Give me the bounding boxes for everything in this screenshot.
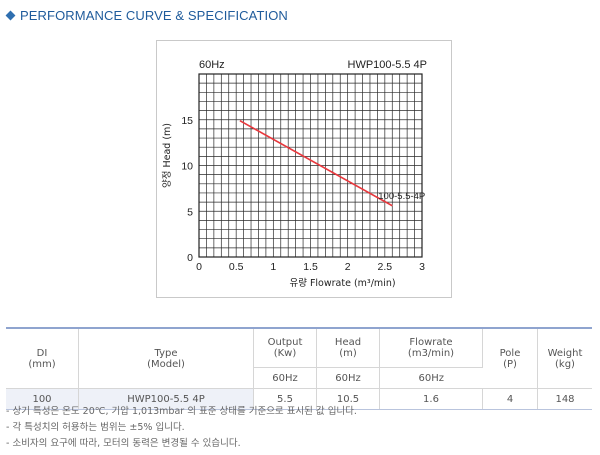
x-tick-label: 3 [419, 261, 425, 273]
y-axis-label: 양정 Head (m) [162, 123, 173, 188]
header-di-unit: (mm) [28, 358, 56, 370]
performance-chart-svg: 0 0.5 1 1.5 2 2.5 3 0 5 10 15 60Hz HWP100-5.5 4P 1… [162, 59, 427, 289]
x-tick-label: 1 [270, 261, 276, 273]
subheader-head-freq: 60Hz [316, 367, 380, 389]
section-title-text: PERFORMANCE CURVE & SPECIFICATION [20, 7, 288, 23]
chart-frequency-label: 60Hz [199, 59, 225, 71]
cell-type: HWP100-5.5 4P [78, 388, 254, 410]
header-di-name: DI [36, 347, 48, 359]
performance-curve-line [239, 119, 393, 207]
table-row: 100 HWP100-5.5 4P 5.5 10.5 1.6 4 148 [6, 388, 592, 410]
header-flowrate: Flowrate (m3/min) [379, 327, 483, 368]
header-type-unit: (Model) [147, 358, 185, 370]
header-pole: Pole (P) [482, 327, 538, 389]
spec-header-row: DI (mm) Type (Model) Output (Kw) Head (m… [6, 327, 592, 389]
header-pole-name: Pole [499, 347, 521, 359]
subheader-output-freq: 60Hz [253, 367, 317, 389]
header-weight-unit: (kg) [555, 358, 575, 370]
note-item: - 소비자의 요구에 따라, 모터의 동력은 변경될 수 있습니다. [6, 438, 241, 449]
y-tick-label: 5 [187, 206, 193, 218]
spec-notes: - 상기 특성은 온도 20℃, 기압 1,013mbar 의 표준 상태를 기… [6, 404, 357, 452]
plot-frame [198, 73, 423, 258]
diamond-bullet-icon [5, 10, 16, 20]
note-item: - 각 특성치의 허용하는 범위는 ±5% 입니다. [6, 422, 185, 433]
header-pole-unit: (P) [503, 358, 517, 370]
header-head-name: Head [334, 337, 362, 348]
header-type-name: Type [154, 347, 178, 359]
header-flowrate-unit: (m3/min) [407, 348, 455, 359]
header-output-unit: (Kw) [273, 348, 297, 359]
cell-pole: 4 [482, 388, 538, 410]
header-head-unit: (m) [339, 348, 357, 359]
header-type: Type (Model) [78, 327, 254, 389]
cell-output: 5.5 [253, 388, 317, 410]
header-flowrate-name: Flowrate [409, 337, 453, 348]
x-tick-label: 2 [345, 261, 351, 273]
x-tick-label: 0 [196, 261, 202, 273]
cell-di: 100 [6, 388, 79, 410]
header-output-name: Output [267, 337, 303, 348]
section-title: PERFORMANCE CURVE & SPECIFICATION [4, 6, 288, 24]
chart-ticks: 0 0.5 1 1.5 2 2.5 3 0 5 10 15 [181, 115, 425, 273]
performance-chart: 0 0.5 1 1.5 2 2.5 3 0 5 10 15 60Hz HWP100-5.5 4P 1… [156, 40, 452, 298]
y-tick-label: 10 [181, 161, 193, 173]
y-tick-label: 0 [187, 252, 193, 264]
spec-subheader-row: 60Hz 60Hz 60Hz [6, 367, 592, 389]
y-tick-label: 15 [181, 115, 193, 127]
header-weight: Weight (kg) [537, 327, 592, 389]
header-di: DI (mm) [6, 327, 79, 389]
subheader-flowrate-freq: 60Hz [379, 367, 483, 389]
cell-weight: 148 [537, 388, 592, 410]
x-tick-label: 0.5 [229, 261, 244, 273]
note-item: - 상기 특성은 온도 20℃, 기압 1,013mbar 의 표준 상태를 기… [6, 406, 357, 417]
chart-series [239, 119, 393, 207]
chart-model-label: HWP100-5.5 4P [348, 59, 427, 71]
cell-head: 10.5 [316, 388, 380, 410]
x-tick-label: 2.5 [378, 261, 393, 273]
header-weight-name: Weight [547, 347, 583, 359]
x-axis-label: 유량 Flowrate (m³/min) [289, 277, 395, 289]
spec-table: DI (mm) Type (Model) Output (Kw) Head (m… [6, 327, 592, 410]
curve-label: 100-5.5-4P [378, 191, 425, 202]
x-tick-label: 1.5 [303, 261, 318, 273]
chart-grid [199, 74, 422, 257]
header-output: Output (Kw) [253, 327, 317, 368]
header-head: Head (m) [316, 327, 380, 368]
cell-flowrate: 1.6 [379, 388, 483, 410]
